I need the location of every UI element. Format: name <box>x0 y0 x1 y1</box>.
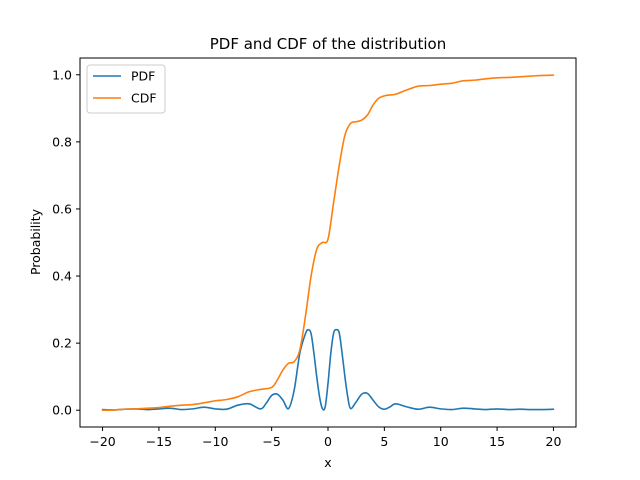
x-tick-label: 5 <box>380 434 388 449</box>
x-tick-label: −20 <box>89 434 115 449</box>
y-tick-label: 0.6 <box>52 201 72 216</box>
y-tick-label: 0.2 <box>52 336 72 351</box>
x-tick-label: 20 <box>546 434 562 449</box>
x-tick-label: 15 <box>489 434 505 449</box>
chart-title: PDF and CDF of the distribution <box>210 35 447 53</box>
x-tick-label: −5 <box>262 434 280 449</box>
series-line-pdf <box>101 328 555 411</box>
series-layer <box>101 74 555 412</box>
x-tick-label: −10 <box>202 434 228 449</box>
legend-box <box>86 64 166 114</box>
legend-label-pdf: PDF <box>131 69 155 84</box>
y-tick-label: 0.0 <box>52 403 72 418</box>
y-axis: 0.0 0.2 0.4 0.6 0.8 1.0 <box>52 67 80 418</box>
legend: PDF CDF <box>86 64 166 114</box>
y-tick-label: 0.4 <box>52 269 72 284</box>
series-line-cdf <box>101 74 555 412</box>
x-tick-label: −15 <box>146 434 172 449</box>
y-tick-label: 1.0 <box>52 67 72 82</box>
plot-frame <box>79 57 577 428</box>
x-axis: −20 −15 −10 −5 0 5 10 15 20 <box>89 427 561 449</box>
x-tick-label: 0 <box>324 434 332 449</box>
y-tick-label: 0.8 <box>52 134 72 149</box>
x-tick-label: 10 <box>433 434 449 449</box>
y-axis-label: Probability <box>28 208 43 275</box>
x-axis-label: x <box>324 455 331 470</box>
legend-label-cdf: CDF <box>131 91 157 106</box>
